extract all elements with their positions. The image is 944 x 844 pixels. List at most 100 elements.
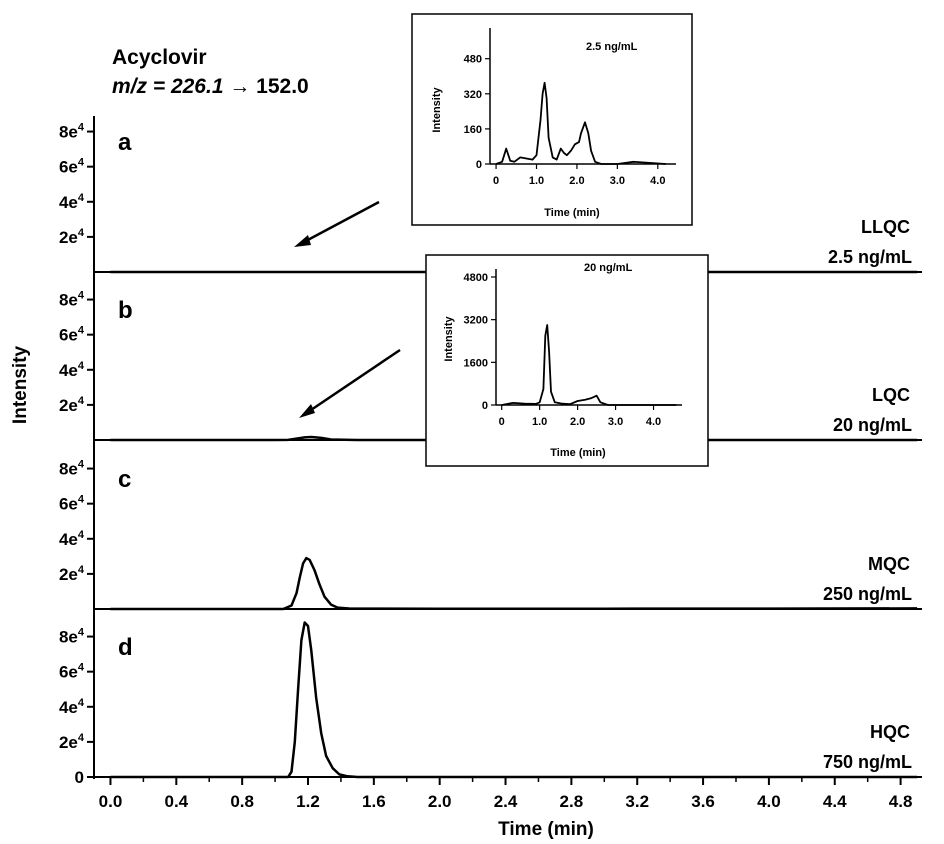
x-tick-label: 0.4 xyxy=(164,792,188,811)
chromatogram-panels: 2e4 4e4 6e4 8e4 a LLQC 2.5 ng/mL 2e4 4e4 6e4 8e4 b L… xyxy=(59,122,922,787)
x-tick-label: 0.0 xyxy=(99,792,123,811)
inset-y-tick-label: 4800 xyxy=(464,272,488,284)
inset-x-tick-label: 2.0 xyxy=(570,416,585,428)
inset-y-label: Intensity xyxy=(443,316,455,362)
y-tick-label: 8e4 xyxy=(59,627,85,647)
inset-x-tick-label: 4.0 xyxy=(646,416,661,428)
qc-level-label: MQC xyxy=(868,554,910,574)
y-tick-label: 4e4 xyxy=(59,192,85,212)
inset-x-tick-label: 0 xyxy=(493,175,499,187)
inset-1: 0 1.0 2.0 3.0 4.0 0 160 320 480 2.5 ng/mL Intensit… xyxy=(411,13,693,226)
panel-letter: a xyxy=(118,129,132,156)
y-tick-label: 8e4 xyxy=(59,290,85,310)
transition-prefix: m/z xyxy=(112,75,148,98)
y-tick-label: 6e4 xyxy=(59,494,85,514)
inset-x-label: Time (min) xyxy=(550,447,606,459)
y-tick-exponent: 4 xyxy=(78,697,85,709)
inset-y-tick-label: 3200 xyxy=(464,315,488,327)
x-tick-label: 4.0 xyxy=(757,792,781,811)
arrow-a xyxy=(303,200,380,244)
y-tick-label: 2e4 xyxy=(59,732,85,752)
qc-concentration-label: 20 ng/mL xyxy=(833,415,912,435)
panel-d: 0 2e4 4e4 6e4 8e4 d HQC 750 ng/mL xyxy=(59,621,922,787)
y-tick-label: 2e4 xyxy=(59,227,85,247)
inset-y-tick-label: 160 xyxy=(464,124,482,136)
annotation-arrows xyxy=(294,200,401,418)
compound-name: Acyclovir xyxy=(112,46,207,69)
inset-y-label: Intensity xyxy=(431,87,443,133)
panel-letter: c xyxy=(118,466,131,493)
inset-concentration: 20 ng/mL xyxy=(584,262,633,274)
y-tick-label: 6e4 xyxy=(59,325,85,345)
x-tick-label: 1.2 xyxy=(296,792,320,811)
inset-trace xyxy=(501,324,677,406)
chromatogram-trace xyxy=(110,435,918,442)
y-tick-label: 4e4 xyxy=(59,697,85,717)
qc-level-label: LQC xyxy=(872,385,910,405)
qc-concentration-label: 750 ng/mL xyxy=(823,752,912,772)
y-tick-exponent: 4 xyxy=(78,494,85,506)
y-tick-exponent: 4 xyxy=(78,627,85,639)
y-tick-label: 6e4 xyxy=(59,157,85,177)
inset-x-tick-label: 3.0 xyxy=(608,416,623,428)
qc-level-label: HQC xyxy=(870,722,910,742)
x-axis-label: Time (min) xyxy=(498,819,594,840)
qc-concentration-label: 2.5 ng/mL xyxy=(828,247,912,267)
x-tick-label: 3.6 xyxy=(691,792,715,811)
y-tick-exponent: 4 xyxy=(78,395,85,407)
transition-precursor: = 226.1 xyxy=(147,75,223,98)
y-axis-label: Intensity xyxy=(10,346,31,425)
y-tick-label: 2e4 xyxy=(59,395,85,415)
transition-product: → 152.0 xyxy=(224,75,309,98)
y-tick-label: 6e4 xyxy=(59,662,85,682)
inset-x-tick-label: 3.0 xyxy=(610,175,625,187)
inset-y-tick-label: 0 xyxy=(482,400,488,412)
chromatogram-trace xyxy=(110,621,918,779)
inset-plots: 0 1.0 2.0 3.0 4.0 0 160 320 480 2.5 ng/mL Intensit… xyxy=(411,13,709,467)
inset-2: 0 1.0 2.0 3.0 4.0 0 1600 3200 4800 20 ng/mL Intens… xyxy=(425,254,709,467)
y-tick-exponent: 4 xyxy=(78,529,85,541)
inset-x-tick-label: 0 xyxy=(499,416,505,428)
y-tick-label: 4e4 xyxy=(59,360,85,380)
y-tick-exponent: 4 xyxy=(78,732,85,744)
y-tick-exponent: 4 xyxy=(78,157,85,169)
y-tick-label: 8e4 xyxy=(59,459,85,479)
inset-frame xyxy=(425,254,709,467)
y-tick-exponent: 4 xyxy=(78,227,85,239)
x-tick-label: 4.4 xyxy=(823,792,847,811)
y-tick-exponent: 4 xyxy=(78,662,85,674)
inset-x-tick-label: 1.0 xyxy=(532,416,547,428)
x-tick-label: 3.2 xyxy=(625,792,649,811)
arrow-b xyxy=(307,348,401,414)
inset-x-label: Time (min) xyxy=(544,207,600,219)
panel-letter: d xyxy=(118,634,133,661)
inset-y-tick-label: 1600 xyxy=(464,357,488,369)
panel-c: 2e4 4e4 6e4 8e4 c MQC 250 ng/mL xyxy=(59,459,922,611)
y-tick-exponent: 4 xyxy=(78,325,85,337)
y-tick-exponent: 4 xyxy=(78,122,85,134)
inset-x-tick-label: 1.0 xyxy=(529,175,544,187)
y-tick-label: 4e4 xyxy=(59,529,85,549)
qc-level-label: LLQC xyxy=(861,217,910,237)
y-tick-exponent: 4 xyxy=(78,360,85,372)
x-tick-label: 2.8 xyxy=(560,792,584,811)
y-tick-label: 2e4 xyxy=(59,564,85,584)
arrow-a-head xyxy=(294,235,311,247)
x-tick-label: 1.6 xyxy=(362,792,386,811)
x-tick-label: 4.8 xyxy=(889,792,913,811)
inset-x-tick-label: 4.0 xyxy=(650,175,665,187)
y-tick-label: 0 xyxy=(75,768,84,787)
inset-concentration: 2.5 ng/mL xyxy=(586,41,638,53)
qc-concentration-label: 250 ng/mL xyxy=(823,584,912,604)
chromatogram-trace xyxy=(110,556,918,611)
y-tick-exponent: 4 xyxy=(78,290,85,302)
x-tick-label: 2.4 xyxy=(494,792,518,811)
arrow-b-head xyxy=(299,404,315,418)
inset-trace xyxy=(495,81,666,165)
mass-transition: m/z = 226.1 → 152.0 xyxy=(112,75,309,98)
inset-y-tick-label: 320 xyxy=(464,89,482,101)
y-tick-exponent: 4 xyxy=(78,459,85,471)
y-tick-exponent: 4 xyxy=(78,564,85,576)
panel-letter: b xyxy=(118,297,133,324)
y-tick-label: 8e4 xyxy=(59,122,85,142)
